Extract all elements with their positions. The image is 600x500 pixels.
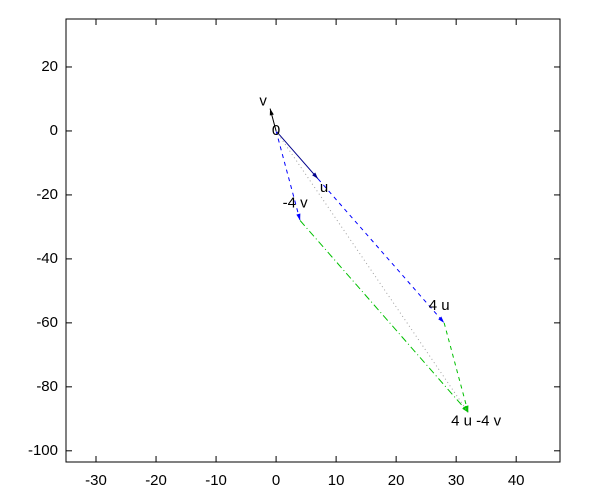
- y-tick-label: -80: [36, 378, 58, 395]
- vector-segment: [299, 220, 469, 413]
- point-label: 4 u: [429, 297, 450, 314]
- y-tick-label: -20: [36, 186, 58, 203]
- point-label: u: [320, 179, 328, 196]
- y-tick-label: -100: [28, 442, 58, 459]
- vector-segment: [317, 178, 445, 324]
- plot-frame: [65, 18, 561, 463]
- vector-segment: [275, 130, 319, 180]
- x-tick-label: -20: [145, 472, 167, 489]
- arrow-head: [296, 213, 301, 221]
- vector-segment: [443, 322, 469, 413]
- arrow-head: [438, 316, 445, 323]
- point-label: -4 v: [283, 194, 309, 211]
- point-label: v: [259, 93, 267, 110]
- y-tick-label: -60: [36, 314, 58, 331]
- x-tick-label: 30: [448, 472, 465, 489]
- x-tick-label: 10: [328, 472, 345, 489]
- y-tick-label: 20: [41, 58, 58, 75]
- point-label: 4 u -4 v: [451, 412, 502, 429]
- arrow-head: [464, 405, 469, 413]
- x-tick-label: -10: [205, 472, 227, 489]
- x-tick-label: 20: [388, 472, 405, 489]
- arrow-head: [269, 108, 274, 116]
- vector-segment: [275, 130, 469, 413]
- arrow-head: [312, 172, 319, 179]
- x-tick-label: 0: [272, 472, 280, 489]
- x-tick-label: 40: [508, 472, 525, 489]
- x-tick-label: -30: [85, 472, 107, 489]
- y-tick-label: 0: [50, 122, 58, 139]
- point-label: 0: [272, 122, 280, 139]
- y-tick-label: -40: [36, 250, 58, 267]
- arrow-head: [462, 406, 469, 413]
